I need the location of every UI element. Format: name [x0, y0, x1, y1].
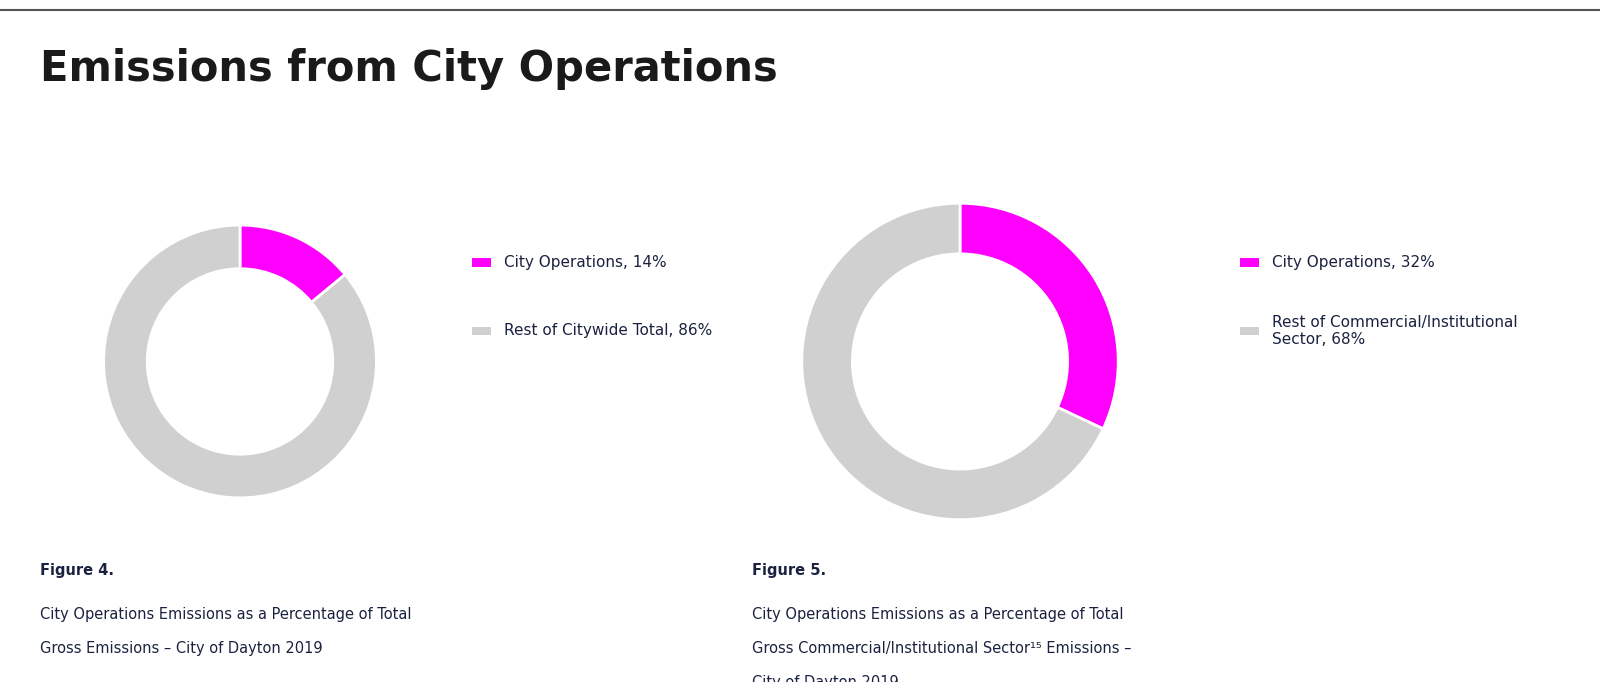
Text: City Operations, 32%: City Operations, 32% [1272, 255, 1435, 270]
Text: Rest of Commercial/Institutional
Sector, 68%: Rest of Commercial/Institutional Sector,… [1272, 314, 1518, 347]
Text: Gross Emissions – City of Dayton 2019: Gross Emissions – City of Dayton 2019 [40, 641, 323, 656]
Text: Rest of Citywide Total, 86%: Rest of Citywide Total, 86% [504, 323, 712, 338]
Text: City Operations, 14%: City Operations, 14% [504, 255, 667, 270]
Text: City Operations Emissions as a Percentage of Total: City Operations Emissions as a Percentag… [40, 607, 411, 622]
Wedge shape [104, 225, 376, 498]
Wedge shape [960, 203, 1118, 429]
Text: Emissions from City Operations: Emissions from City Operations [40, 48, 778, 90]
Text: Gross Commercial/Institutional Sector¹⁵ Emissions –: Gross Commercial/Institutional Sector¹⁵ … [752, 641, 1131, 656]
Text: City of Dayton 2019: City of Dayton 2019 [752, 675, 899, 682]
Wedge shape [802, 203, 1102, 520]
Text: Figure 4.: Figure 4. [40, 563, 114, 578]
Text: Figure 5.: Figure 5. [752, 563, 826, 578]
Wedge shape [240, 225, 346, 302]
Text: City Operations Emissions as a Percentage of Total: City Operations Emissions as a Percentag… [752, 607, 1123, 622]
